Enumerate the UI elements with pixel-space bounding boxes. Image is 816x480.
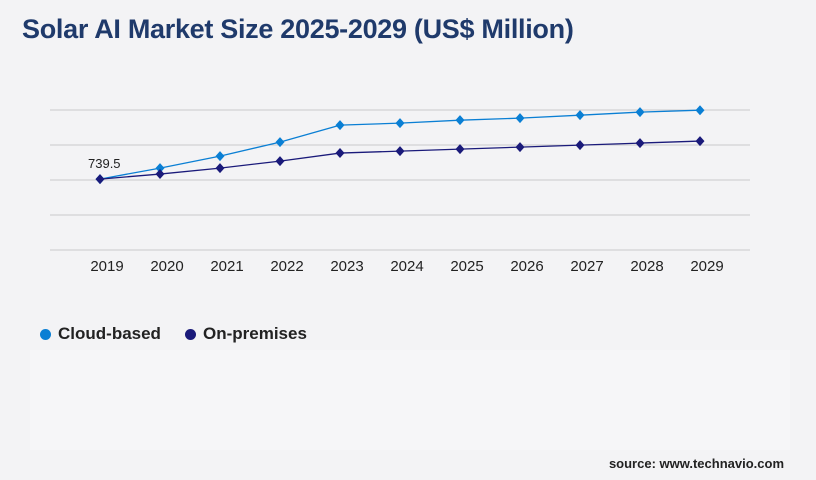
x-tick-label: 2025 bbox=[450, 258, 483, 275]
data-point bbox=[275, 137, 285, 148]
data-point bbox=[335, 120, 345, 131]
data-point bbox=[275, 156, 285, 167]
legend-label: On-premises bbox=[203, 324, 307, 343]
data-point bbox=[695, 105, 705, 116]
data-point bbox=[635, 107, 645, 118]
x-tick-label: 2028 bbox=[630, 258, 663, 275]
data-point bbox=[95, 174, 105, 185]
data-point bbox=[515, 142, 525, 153]
data-point bbox=[515, 113, 525, 124]
data-label: 739.5 bbox=[88, 156, 121, 171]
x-tick-label: 2021 bbox=[210, 258, 243, 275]
legend-cloud-based[interactable]: Cloud-based bbox=[40, 324, 161, 344]
legend-marker-icon bbox=[40, 328, 51, 340]
x-tick-label: 2020 bbox=[150, 258, 183, 275]
data-point bbox=[215, 151, 225, 162]
x-tick-label: 2024 bbox=[390, 258, 423, 275]
x-tick-label: 2029 bbox=[690, 258, 723, 275]
x-tick-label: 2027 bbox=[570, 258, 603, 275]
legend-marker-icon bbox=[185, 328, 196, 340]
legend-label: Cloud-based bbox=[58, 324, 161, 343]
data-point bbox=[155, 163, 165, 174]
x-tick-label: 2023 bbox=[330, 258, 363, 275]
data-point bbox=[575, 140, 585, 151]
data-point bbox=[335, 148, 345, 159]
data-point bbox=[635, 138, 645, 149]
source-note: source: www.technavio.com bbox=[608, 456, 784, 471]
x-tick-label: 2022 bbox=[270, 258, 303, 275]
data-point bbox=[695, 136, 705, 147]
data-point bbox=[455, 115, 465, 126]
x-tick-label: 2019 bbox=[90, 258, 123, 275]
data-point bbox=[455, 144, 465, 155]
line-chart: 2019 2020 2021 2022 2023 2024 2025 2026 2027 2028… bbox=[50, 105, 750, 275]
data-point bbox=[395, 146, 405, 157]
background-panel bbox=[30, 350, 790, 450]
legend-on-premises[interactable]: On-premises bbox=[185, 324, 307, 344]
data-point bbox=[575, 110, 585, 121]
data-point bbox=[215, 163, 225, 174]
x-tick-label: 2026 bbox=[510, 258, 543, 275]
data-point bbox=[155, 169, 165, 180]
data-point bbox=[395, 118, 405, 129]
chart-title: Solar AI Market Size 2025-2029 (US$ Mill… bbox=[22, 14, 574, 44]
